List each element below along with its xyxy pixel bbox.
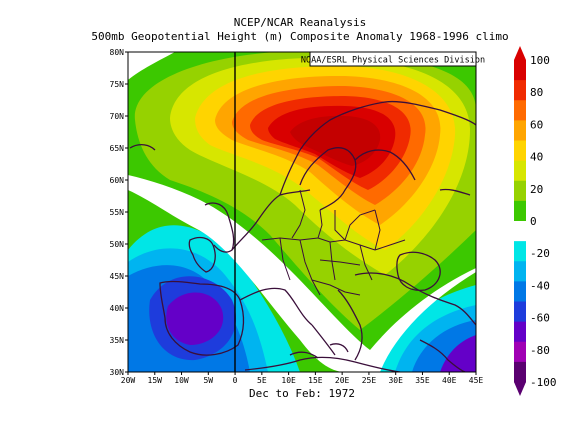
lat-tick-label: 40N xyxy=(110,304,125,313)
lon-tick-label: 15E xyxy=(308,376,323,385)
colorbar-swatch xyxy=(514,341,526,363)
lon-tick-label: 20E xyxy=(335,376,350,385)
lat-tick-label: 70N xyxy=(110,112,125,121)
chart-subtitle: 500mb Geopotential Height (m) Composite … xyxy=(91,30,509,43)
lon-tick-label: 40E xyxy=(442,376,457,385)
colorbar-max-arrow xyxy=(514,46,526,60)
lon-tick-label: 5W xyxy=(203,376,213,385)
colorbar-swatch xyxy=(514,241,526,262)
colorbar-blocks xyxy=(514,46,526,396)
lat-tick-label: 60N xyxy=(110,176,125,185)
lon-tick-label: 30E xyxy=(388,376,403,385)
season-label: Dec to Feb: 1972 xyxy=(249,387,355,400)
country-borders xyxy=(261,189,406,296)
colorbar-labels: 100 80 60 40 20 0 -20 -40 -60 -80 -100 xyxy=(530,54,557,389)
chart-title: NCEP/NCAR Reanalysis xyxy=(233,16,367,29)
lon-tick-label: 35E xyxy=(415,376,430,385)
colorbar-swatch xyxy=(514,200,526,222)
lon-tick-label: 0 xyxy=(233,376,238,385)
credit-text: NOAA/ESRL Physical Sciences Division xyxy=(301,56,485,66)
colorbar-tick-label: 20 xyxy=(530,183,543,196)
credit-box xyxy=(309,51,477,67)
colorbar-swatch xyxy=(514,361,526,383)
lon-tick-label: 5E xyxy=(257,376,267,385)
colorbar-tick-label: -40 xyxy=(530,279,550,292)
longitude-axis: 20W 15W 10W 5W 0 5E 10E 15E 20E 25E 30E 35E 40E 45E xyxy=(121,372,484,385)
colorbar-tick-label: -100 xyxy=(530,376,557,389)
colorbar-swatch xyxy=(514,140,526,162)
colorbar-tick-label: -80 xyxy=(530,344,550,357)
lat-tick-label: 30N xyxy=(110,368,125,377)
colorbar-swatch xyxy=(514,180,526,202)
lat-tick-label: 80N xyxy=(110,48,125,57)
colorbar-tick-label: 80 xyxy=(530,86,543,99)
coastlines xyxy=(129,100,476,372)
colorbar-tick-label: 60 xyxy=(530,118,543,131)
lon-tick-label: 20W xyxy=(121,376,136,385)
lon-tick-label: 45E xyxy=(469,376,484,385)
colorbar-swatch xyxy=(514,160,526,182)
lon-tick-label: 15W xyxy=(148,376,163,385)
lat-tick-label: 35N xyxy=(110,336,125,345)
latitude-axis: 80N 75N 70N 65N 60N 55N 50N 45N 40N 35N 30N xyxy=(110,48,128,377)
colorbar-swatch xyxy=(514,261,526,282)
lon-tick-label: 10E xyxy=(281,376,296,385)
lat-tick-label: 50N xyxy=(110,240,125,249)
colorbar-tick-label: 0 xyxy=(530,215,537,228)
colorbar-tick-label: -20 xyxy=(530,247,550,260)
colorbar-tick-label: -60 xyxy=(530,312,550,325)
lon-tick-label: 25E xyxy=(362,376,377,385)
colorbar-swatch xyxy=(514,60,526,81)
colorbar-min-arrow xyxy=(514,382,526,396)
colorbar-tick-label: 40 xyxy=(530,151,543,164)
lat-tick-label: 55N xyxy=(110,208,125,217)
colorbar-swatch xyxy=(514,120,526,141)
lon-tick-label: 10W xyxy=(174,376,189,385)
colorbar-swatch xyxy=(514,80,526,101)
colorbar-swatch xyxy=(514,301,526,323)
colorbar-tick-label: 100 xyxy=(530,54,550,67)
colorbar-swatch xyxy=(514,221,526,242)
colorbar-swatch xyxy=(514,100,526,121)
colorbar-swatch xyxy=(514,321,526,343)
lat-tick-label: 65N xyxy=(110,144,125,153)
colorbar-swatch xyxy=(514,281,526,302)
lat-tick-label: 75N xyxy=(110,80,125,89)
lat-tick-label: 45N xyxy=(110,272,125,281)
